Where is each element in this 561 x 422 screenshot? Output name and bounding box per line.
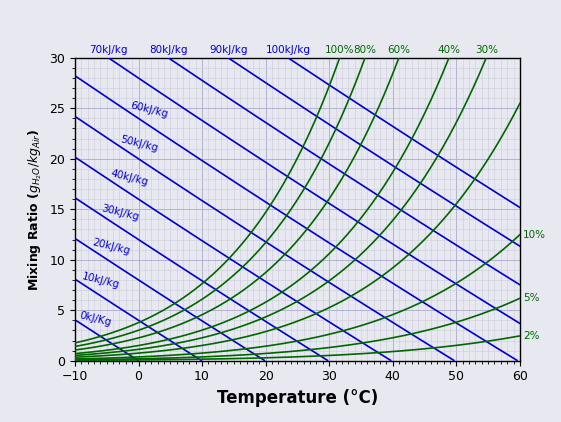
Text: 100%: 100%: [325, 45, 355, 55]
Text: 2%: 2%: [523, 331, 540, 341]
Text: 10kJ/kg: 10kJ/kg: [81, 271, 121, 290]
Text: 20kJ/kg: 20kJ/kg: [91, 237, 131, 256]
Text: 50kJ/kg: 50kJ/kg: [119, 135, 159, 154]
Text: 60%: 60%: [388, 45, 411, 55]
Text: 0kJ/Kg: 0kJ/Kg: [78, 310, 112, 327]
Y-axis label: Mixing Ratio ($g_{H_2O}/kg_{Air}$): Mixing Ratio ($g_{H_2O}/kg_{Air}$): [26, 128, 44, 291]
Text: 90kJ/kg: 90kJ/kg: [209, 45, 247, 55]
Text: 10%: 10%: [523, 230, 546, 240]
Text: 70kJ/kg: 70kJ/kg: [89, 45, 128, 55]
Text: 40kJ/kg: 40kJ/kg: [110, 169, 150, 188]
Text: 30%: 30%: [475, 45, 498, 55]
Text: 60kJ/kg: 60kJ/kg: [129, 100, 169, 119]
Text: 80kJ/kg: 80kJ/kg: [149, 45, 187, 55]
Text: 40%: 40%: [438, 45, 461, 55]
Text: 100kJ/kg: 100kJ/kg: [265, 45, 310, 55]
Text: 80%: 80%: [353, 45, 376, 55]
X-axis label: Temperature (°C): Temperature (°C): [217, 389, 378, 407]
Text: 5%: 5%: [523, 293, 540, 303]
Text: 30kJ/kg: 30kJ/kg: [100, 203, 140, 222]
